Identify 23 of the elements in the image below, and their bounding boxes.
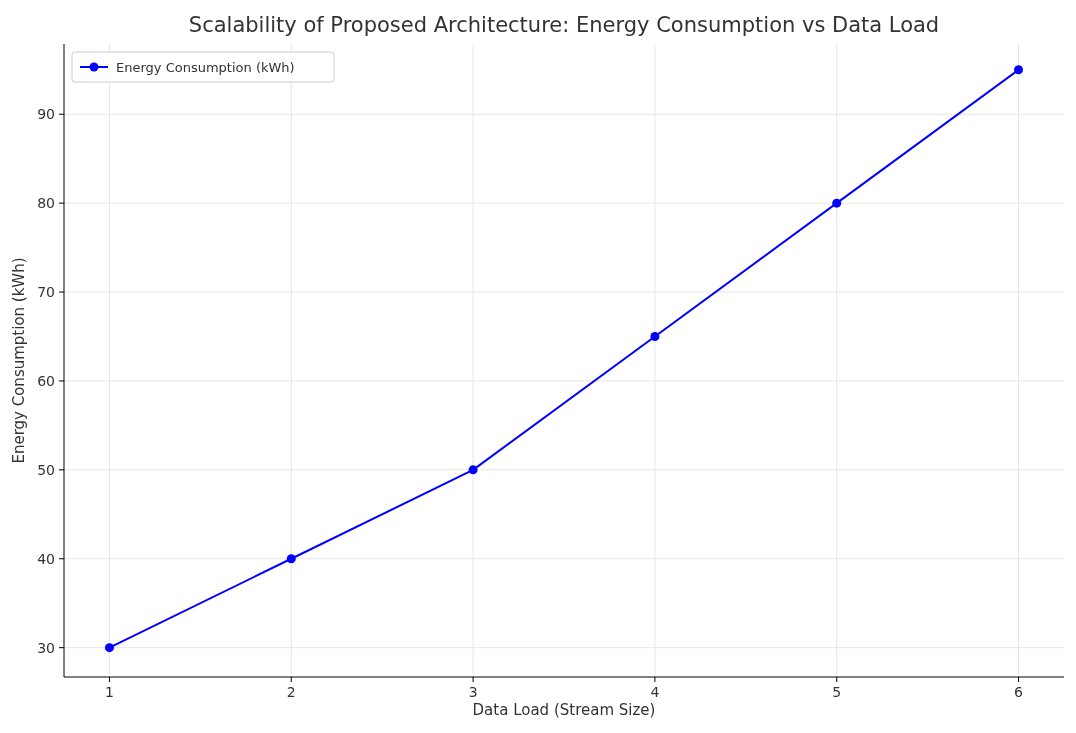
x-tick-label: 4 (650, 684, 660, 700)
y-axis-title: Energy Consumption (kWh) (10, 257, 28, 464)
point (650, 332, 660, 341)
x-tick-label: 6 (1014, 684, 1024, 700)
y-tick-label: 80 (37, 195, 55, 212)
y-tick-label: 60 (37, 372, 55, 389)
point (832, 198, 842, 208)
point (104, 643, 114, 653)
legend-label: Energy Consumption (kWh) (116, 60, 295, 75)
y-tick-label: 70 (37, 284, 55, 301)
y-tick-label: 30 (37, 639, 55, 656)
point (1014, 65, 1024, 75)
x-tick-label: 5 (832, 684, 842, 700)
y-tick-label: 90 (37, 106, 55, 123)
x-axis-title: Data Load (Stream Size) (472, 701, 656, 719)
y-tick-label: 40 (37, 550, 55, 567)
x-tick-label: 2 (286, 684, 296, 700)
point (286, 554, 296, 564)
x-tick-label: 1 (104, 684, 114, 700)
point (468, 465, 478, 475)
x-tick-label: 3 (468, 684, 478, 700)
y-tick-label: 50 (37, 461, 55, 478)
chart-title: Scalability of Proposed Architecture: Energy Consumption vs Data Load (188, 13, 940, 37)
